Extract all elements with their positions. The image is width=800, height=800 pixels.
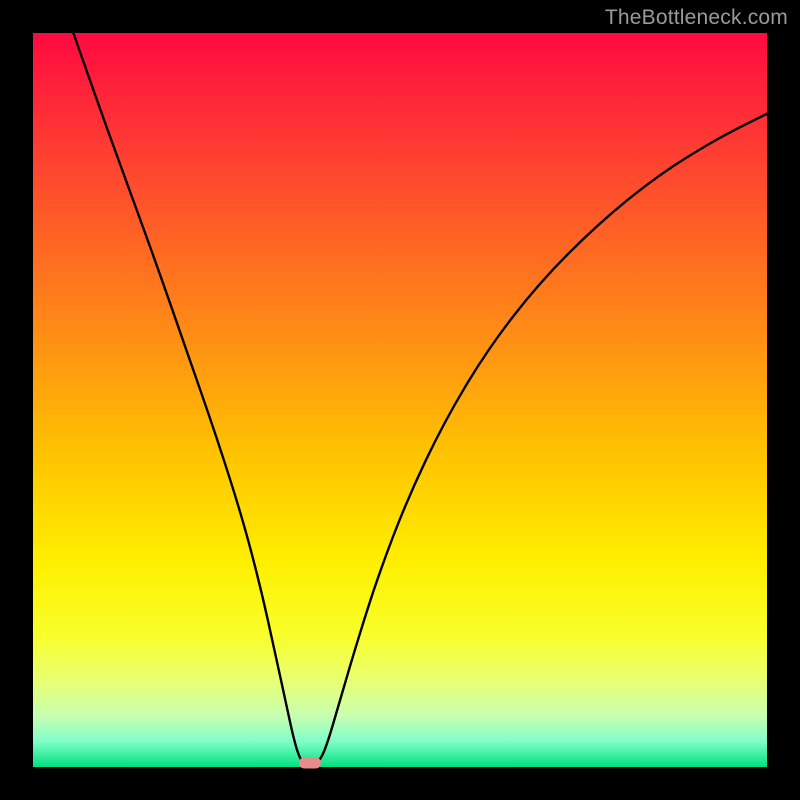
figure-canvas: TheBottleneck.com [0,0,800,800]
optimum-marker [299,757,321,768]
plot-frame [33,33,767,767]
gradient-background [33,33,767,767]
plot-svg [33,33,767,767]
watermark-text: TheBottleneck.com [605,6,788,30]
